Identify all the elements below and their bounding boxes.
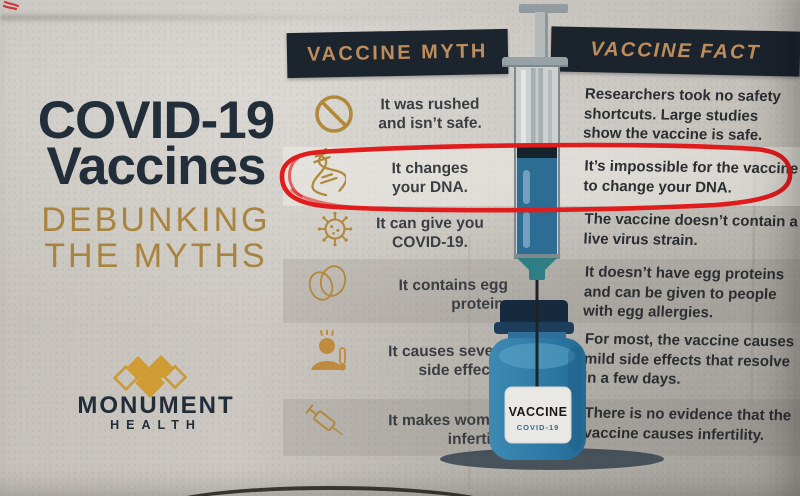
dna-icon — [306, 146, 348, 203]
red-pen-mark — [2, 0, 20, 11]
subtitle-debunking: DEBUNKING — [41, 201, 271, 239]
logo-monument-text: MONUMENT — [77, 392, 235, 419]
vial-label-covid19: COVID-19 — [517, 423, 560, 432]
syringe-icon — [302, 398, 350, 451]
logo-health-text: HEALTH — [110, 418, 202, 432]
no-entry-icon — [312, 92, 356, 141]
sick-person-icon — [306, 329, 352, 387]
egg-icon — [304, 260, 352, 311]
monument-health-diamonds-icon — [100, 348, 212, 403]
vial-label-vaccine: VACCINE — [509, 405, 568, 419]
paper-smudge — [0, 14, 470, 21]
subtitle-the-myths: THE MYTHS — [44, 237, 268, 275]
title-covid19: COVID-19 — [37, 91, 275, 150]
virus-icon — [316, 210, 354, 253]
title-vaccines: Vaccines — [46, 137, 267, 196]
